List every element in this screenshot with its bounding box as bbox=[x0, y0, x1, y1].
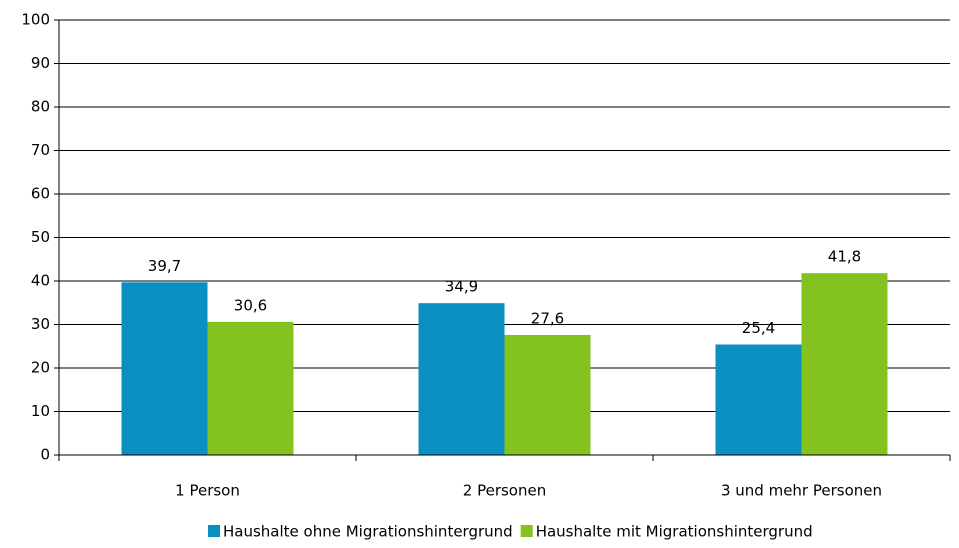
x-tick-label: 1 Person bbox=[175, 482, 240, 500]
legend-label: Haushalte ohne Migrationshintergrund bbox=[223, 523, 513, 541]
legend-label: Haushalte mit Migrationshintergrund bbox=[536, 523, 813, 541]
bar bbox=[418, 303, 505, 455]
bar bbox=[715, 344, 802, 455]
value-label: 30,6 bbox=[234, 296, 267, 314]
x-tick-label: 2 Personen bbox=[463, 482, 546, 500]
bar bbox=[207, 321, 294, 455]
y-tick-label: 90 bbox=[31, 54, 50, 72]
y-tick-label: 100 bbox=[21, 11, 50, 29]
value-label: 39,7 bbox=[148, 257, 181, 275]
x-tick-label: 3 und mehr Personen bbox=[721, 482, 882, 500]
y-tick-label: 0 bbox=[40, 446, 50, 464]
value-label: 25,4 bbox=[742, 319, 775, 337]
value-label: 34,9 bbox=[445, 278, 478, 296]
bar bbox=[121, 282, 208, 455]
y-tick-label: 50 bbox=[31, 228, 50, 246]
value-label: 41,8 bbox=[828, 248, 861, 266]
y-tick-label: 70 bbox=[31, 141, 50, 159]
y-tick-label: 80 bbox=[31, 98, 50, 116]
legend-swatch bbox=[520, 525, 533, 537]
y-tick-label: 60 bbox=[31, 185, 50, 203]
bar bbox=[801, 273, 888, 455]
y-tick-label: 40 bbox=[31, 272, 50, 290]
bar bbox=[504, 334, 591, 455]
value-label: 27,6 bbox=[531, 309, 564, 327]
legend-swatch bbox=[208, 525, 220, 537]
y-tick-label: 20 bbox=[31, 359, 50, 377]
y-tick-label: 30 bbox=[31, 315, 50, 333]
y-tick-label: 10 bbox=[31, 402, 50, 420]
